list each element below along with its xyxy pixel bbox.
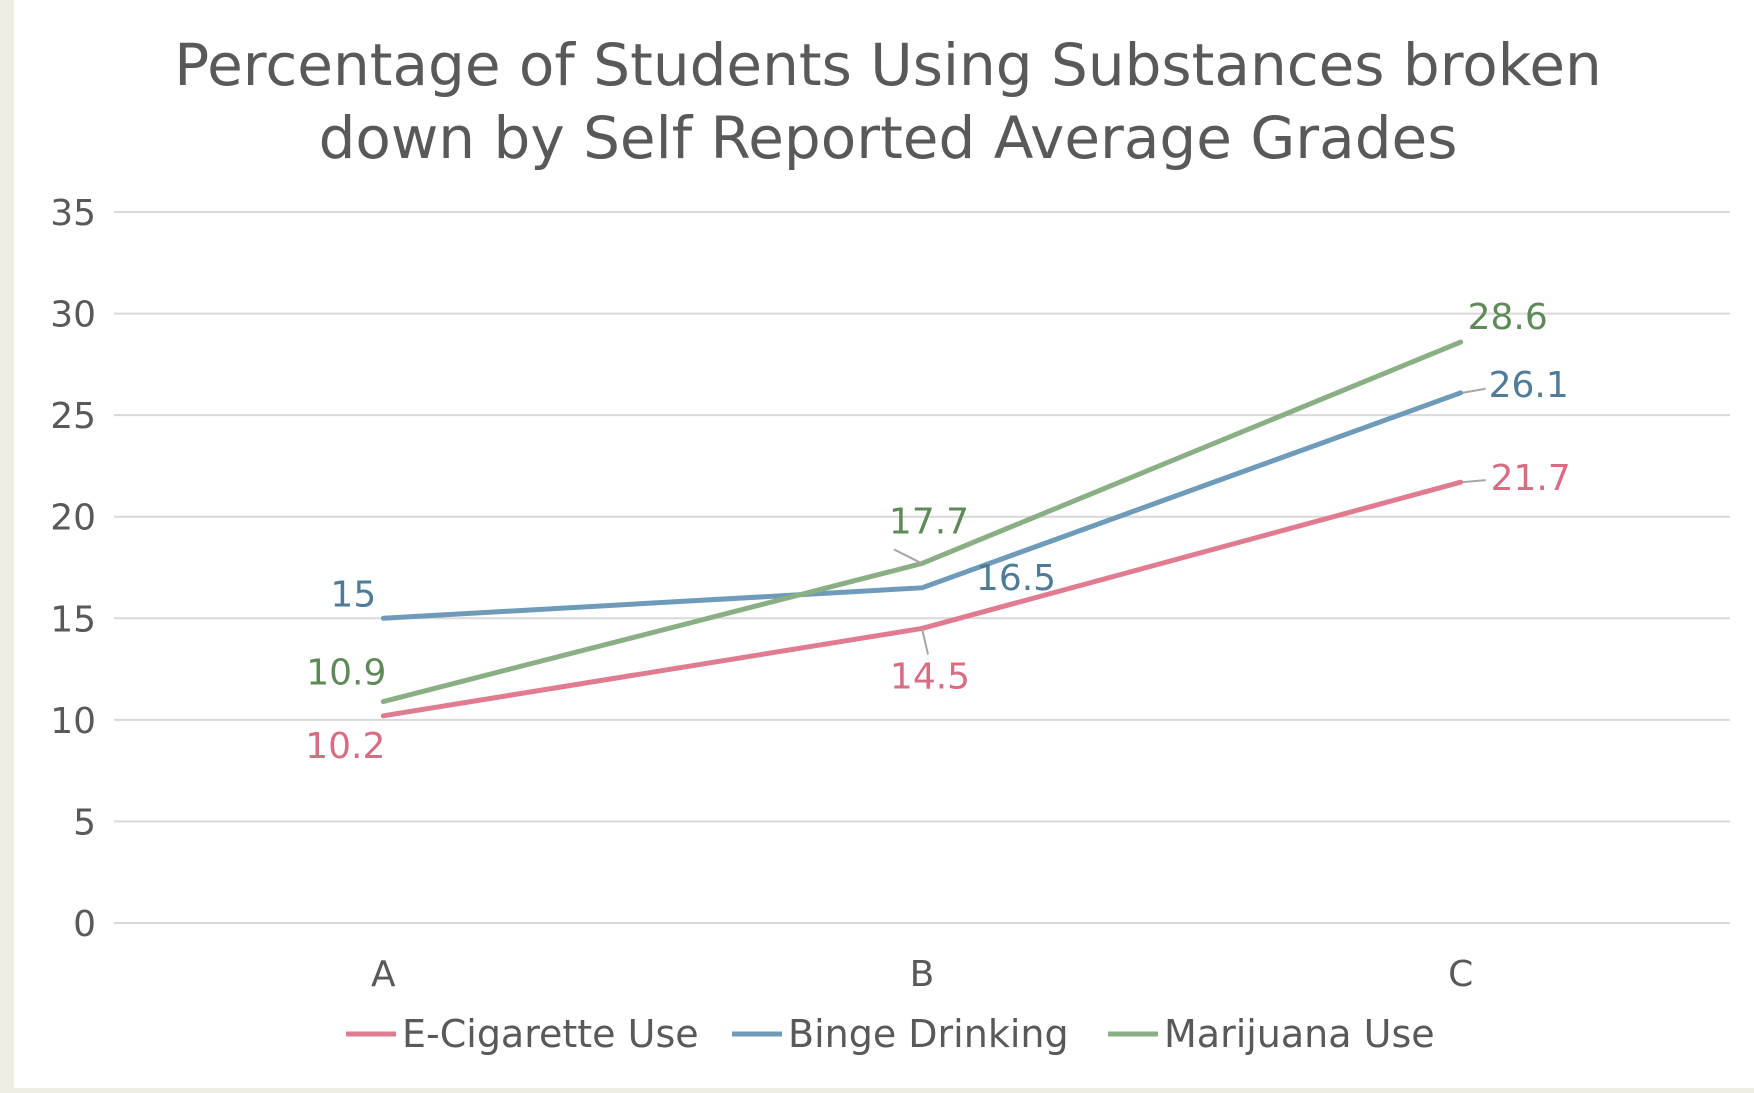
y-tick-label-5: 5	[73, 802, 96, 843]
leader-line-marijuana-use-b	[893, 548, 923, 565]
chart-title-line-2: down by Self Reported Average Grades	[319, 104, 1458, 172]
y-tick-label-30: 30	[50, 295, 96, 336]
leader-line-binge-drinking-c	[1462, 387, 1486, 394]
data-label-marijuana-use-a: 10.9	[306, 653, 386, 694]
y-tick-label-20: 20	[50, 498, 96, 539]
legend-label-e-cigarette-use: E-Cigarette Use	[402, 1012, 699, 1056]
leader-line-e-cigarette-use-b	[921, 628, 929, 655]
y-tick-label-10: 10	[50, 701, 96, 742]
legend: E-Cigarette Use Binge Drinking Marijuana U…	[346, 1012, 1435, 1056]
y-tick-label-35: 35	[50, 193, 96, 234]
x-tick-label-c: C	[1448, 954, 1473, 995]
x-tick-label-a: A	[371, 954, 396, 995]
y-tick-label-0: 0	[73, 904, 96, 945]
y-axis: 0 5 10 15 20 25 30 35	[50, 193, 96, 945]
x-axis: A B C	[371, 954, 1473, 995]
leader-line-e-cigarette-use-c	[1462, 479, 1486, 484]
data-label-binge-drinking-c: 26.1	[1489, 365, 1569, 406]
legend-label-marijuana-use: Marijuana Use	[1164, 1012, 1435, 1056]
line-chart: Percentage of Students Using Substances …	[50, 31, 1730, 1056]
chart-title-line-1: Percentage of Students Using Substances …	[174, 31, 1602, 99]
y-tick-label-15: 15	[50, 599, 96, 640]
data-labels: 10.2 14.5 21.7 15 16.5 26.1 10.9 17.7 28.6	[305, 297, 1570, 767]
data-label-marijuana-use-b: 17.7	[889, 501, 969, 542]
data-label-e-cigarette-use-c: 21.7	[1491, 458, 1571, 499]
x-tick-label-b: B	[910, 954, 935, 995]
data-label-e-cigarette-use-b: 14.5	[890, 656, 970, 697]
label-leader-lines	[893, 387, 1486, 655]
data-label-marijuana-use-c: 28.6	[1468, 297, 1548, 338]
data-label-binge-drinking-b: 16.5	[976, 558, 1056, 599]
legend-label-binge-drinking: Binge Drinking	[788, 1012, 1069, 1056]
data-label-binge-drinking-a: 15	[330, 574, 376, 615]
series-line-binge-drinking	[380, 390, 1464, 621]
data-label-e-cigarette-use-a: 10.2	[305, 726, 385, 767]
chart-area: Percentage of Students Using Substances …	[14, 0, 1754, 1088]
y-tick-label-25: 25	[50, 396, 96, 437]
